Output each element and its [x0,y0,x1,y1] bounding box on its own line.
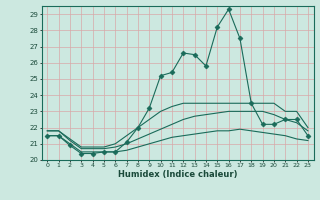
X-axis label: Humidex (Indice chaleur): Humidex (Indice chaleur) [118,170,237,179]
